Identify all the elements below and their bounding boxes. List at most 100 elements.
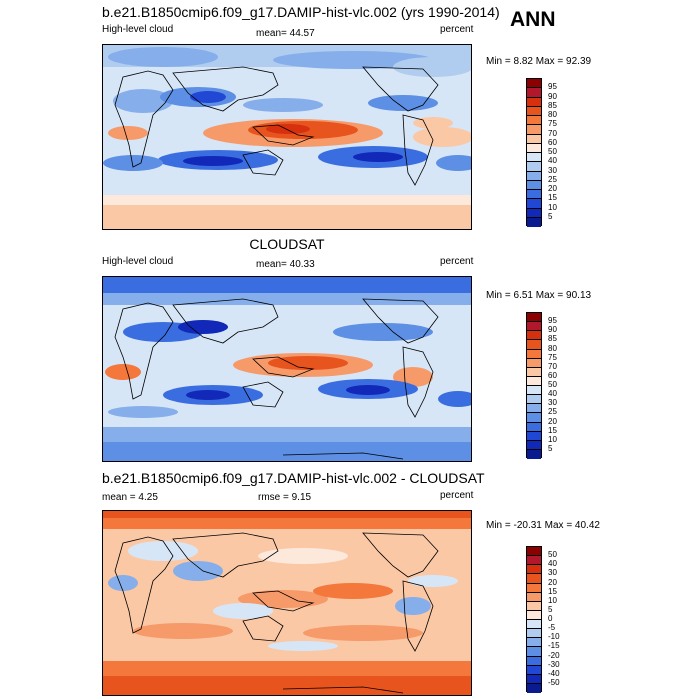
colorbar-swatch — [527, 116, 541, 126]
colorbar-model — [526, 78, 542, 227]
colorbar-swatch — [527, 431, 541, 441]
colorbar-tick-label: -50 — [548, 677, 560, 687]
colorbar-tick-label: 85 — [548, 100, 557, 110]
colorbar-swatch — [527, 386, 541, 396]
colorbar-tick-label: 80 — [548, 343, 557, 353]
panel-mean-label: mean = 4.25 — [102, 492, 158, 503]
colorbar-tick-label: 50 — [548, 147, 557, 156]
colorbar-tick-label: 60 — [548, 370, 557, 380]
colorbar-tick-label: 10 — [548, 434, 557, 444]
colorbar-swatch — [527, 656, 541, 666]
colorbar-swatch — [527, 171, 541, 181]
colorbar-swatch — [527, 665, 541, 675]
colorbar-swatch — [527, 106, 541, 116]
colorbar-tick-label: 5 — [548, 211, 553, 221]
colorbar-tick-label: 20 — [548, 184, 557, 193]
panel-title: b.e21.B1850cmip6.f09_g17.DAMIP-hist-vlc.… — [102, 4, 500, 20]
colorbar-swatch — [527, 422, 541, 432]
colorbar-swatch — [527, 358, 541, 368]
colorbar-tick-label: 30 — [548, 568, 557, 578]
panel-rmse-label: rmse = 9.15 — [258, 492, 312, 503]
colorbar-swatch — [527, 449, 541, 459]
colorbar-swatch — [527, 376, 541, 386]
colorbar-swatch — [527, 440, 541, 450]
colorbar-tick-label: 95 — [548, 82, 557, 92]
colorbar-tick-label: -40 — [548, 668, 560, 678]
colorbar-swatch — [527, 217, 541, 227]
colorbar-swatch — [527, 647, 541, 657]
colorbar-swatch — [527, 565, 541, 575]
map-plot-cloudsat — [102, 276, 472, 462]
panel-mean-label: mean= 44.57 — [256, 28, 315, 39]
panel-units-label: percent — [440, 24, 474, 35]
colorbar-tick-label: 40 — [548, 156, 557, 166]
colorbar-tick-label: 20 — [548, 416, 557, 426]
colorbar-swatch — [527, 322, 541, 332]
colorbar-tick-label: 0 — [548, 614, 553, 623]
colorbar-tick-label: 80 — [548, 110, 557, 119]
colorbar-swatch — [527, 620, 541, 630]
colorbar-tick-label: 75 — [548, 352, 557, 362]
colorbar-tick-label: 90 — [548, 325, 557, 335]
colorbar-cloudsat — [526, 312, 542, 459]
colorbar-tick-label: 10 — [548, 595, 557, 605]
colorbar-swatch — [527, 199, 541, 209]
colorbar-swatch — [527, 134, 541, 144]
colorbar-swatch — [527, 153, 541, 163]
colorbar-labels-model: 95 90 85 80 75 70 60 50 40 30 25 20 15 10 5 — [548, 78, 578, 226]
colorbar-tick-label: 30 — [548, 165, 557, 175]
colorbar-tick-label: 60 — [548, 137, 557, 147]
colorbar-swatch — [527, 79, 541, 89]
colorbar-tick-label: 40 — [548, 389, 557, 399]
colorbar-tick-label: 50 — [548, 550, 557, 560]
colorbar-tick-label: 5 — [548, 604, 553, 614]
colorbar-swatch — [527, 574, 541, 584]
colorbar-swatch — [527, 349, 541, 359]
colorbar-tick-label: 10 — [548, 202, 557, 212]
colorbar-tick-label: 25 — [548, 174, 557, 184]
colorbar-swatch — [527, 125, 541, 135]
panel-units-label: percent — [440, 490, 474, 501]
colorbar-tick-label: 90 — [548, 91, 557, 101]
colorbar-tick-label: -30 — [548, 659, 560, 669]
colorbar-swatch — [527, 331, 541, 341]
colorbar-tick-label: 15 — [548, 425, 557, 435]
colorbar-swatch — [527, 143, 541, 153]
colorbar-swatch — [527, 556, 541, 566]
colorbar-swatch — [527, 547, 541, 557]
colorbar-labels-difference: 50 40 30 20 15 10 5 0 -5 -10 -15 -20 -30 -40 -50 — [548, 546, 578, 692]
colorbar-swatch — [527, 404, 541, 414]
panel-minmax-label: Min = -20.31 Max = 40.42 — [486, 520, 600, 531]
colorbar-swatch — [527, 413, 541, 423]
colorbar-tick-label: 75 — [548, 119, 557, 129]
colorbar-swatch — [527, 674, 541, 684]
panel-variable-label: High-level cloud — [102, 256, 174, 267]
map-plot-model — [102, 44, 472, 230]
colorbar-tick-label: 15 — [548, 586, 557, 596]
colorbar-swatch — [527, 208, 541, 218]
panel-mean-label: mean= 40.33 — [256, 259, 315, 270]
colorbar-swatch — [527, 162, 541, 172]
panel-title: CLOUDSAT — [249, 236, 325, 252]
colorbar-tick-label: 95 — [548, 316, 557, 326]
colorbar-tick-label: 5 — [548, 443, 553, 453]
colorbar-swatch — [527, 395, 541, 405]
colorbar-swatch — [527, 180, 541, 190]
panel-title: b.e21.B1850cmip6.f09_g17.DAMIP-hist-vlc.… — [102, 470, 485, 486]
colorbar-tick-label: 70 — [548, 361, 557, 371]
colorbar-tick-label: 30 — [548, 398, 557, 408]
panel-minmax-label: Min = 6.51 Max = 90.13 — [486, 290, 592, 301]
colorbar-difference — [526, 546, 542, 693]
colorbar-swatch — [527, 683, 541, 693]
colorbar-tick-label: -5 — [548, 623, 556, 633]
colorbar-swatch — [527, 601, 541, 611]
colorbar-swatch — [527, 97, 541, 107]
colorbar-tick-label: -15 — [548, 641, 560, 651]
colorbar-swatch — [527, 88, 541, 98]
colorbar-swatch — [527, 592, 541, 602]
colorbar-swatch — [527, 340, 541, 350]
colorbar-tick-label: 70 — [548, 128, 557, 138]
panel-units-label: percent — [440, 256, 474, 267]
map-plot-difference — [102, 510, 472, 696]
colorbar-tick-label: -10 — [548, 632, 560, 642]
